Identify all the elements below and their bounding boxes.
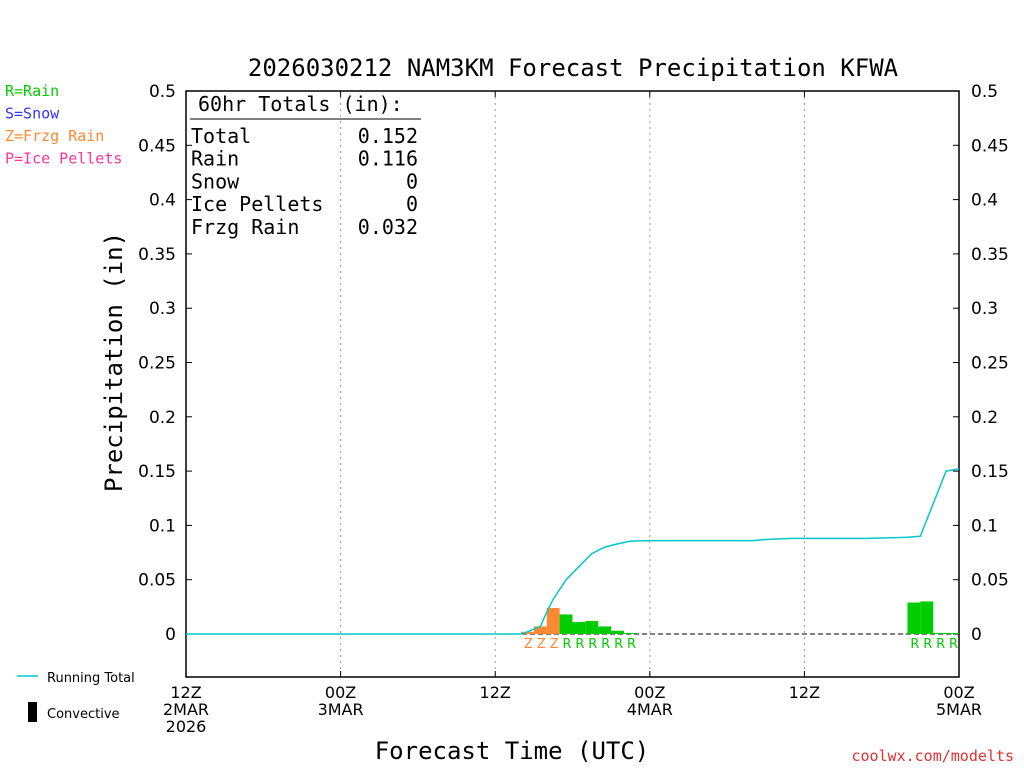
x-tick-label: 12Z	[789, 683, 820, 702]
precip-bar	[946, 632, 959, 634]
x-tick-label: 12Z	[170, 683, 201, 702]
precip-bars	[520, 601, 959, 634]
y-tick-label-left: 0.15	[138, 462, 176, 482]
type-legend-entry: Z=Frzg Rain	[5, 127, 104, 145]
precip-type-label: R	[949, 637, 958, 652]
precip-type-label: R	[627, 637, 636, 652]
precip-type-label: R	[601, 637, 610, 652]
y-tick-label-right: 0.3	[971, 299, 998, 319]
y-tick-label-left: 0.2	[149, 408, 176, 428]
precip-type-label: R	[575, 637, 584, 652]
convective-legend-swatch	[28, 702, 37, 722]
precip-bar	[520, 631, 534, 634]
y-tick-label-left: 0.25	[138, 354, 176, 374]
totals-row-value: 0.032	[358, 215, 418, 239]
y-tick-label-right: 0.35	[971, 245, 1009, 265]
convective-legend-label: Convective	[47, 707, 120, 722]
credit-text: coolwx.com/modelts	[851, 747, 1014, 765]
y-tick-label-right: 0.05	[971, 571, 1009, 591]
y-tick-label-left: 0.3	[149, 299, 176, 319]
precip-type-label: Z	[524, 637, 533, 652]
precip-bar	[585, 620, 599, 634]
precip-bar	[533, 626, 547, 634]
totals-row-label: Snow	[191, 169, 240, 193]
y-tick-label-right: 0.15	[971, 462, 1009, 482]
y-tick-label-left: 0.35	[138, 245, 176, 265]
precip-type-label: R	[588, 637, 597, 652]
x-tick-label: 00Z	[943, 683, 974, 702]
x-tick-label: 2MAR	[163, 700, 209, 719]
precip-bar	[920, 601, 934, 634]
precip-bar	[546, 607, 560, 634]
precip-type-label: R	[936, 637, 945, 652]
y-tick-label-right: 0.2	[971, 408, 998, 428]
y-tick-label-left: 0.4	[149, 191, 176, 211]
totals-row-label: Ice Pellets	[191, 192, 323, 216]
precip-bar	[559, 614, 573, 634]
totals-row-value: 0	[406, 192, 418, 216]
running-total-polyline	[186, 468, 960, 635]
chart-title: 2026030212 NAM3KM Forecast Precipitation…	[248, 54, 899, 82]
totals-row-value: 0	[406, 169, 418, 193]
x-tick-label: 3MAR	[318, 700, 364, 719]
y-tick-label-left: 0.45	[138, 136, 176, 156]
totals-row-label: Frzg Rain	[191, 215, 299, 239]
y-tick-label-right: 0.25	[971, 354, 1009, 374]
x-tick-label: 2026	[166, 717, 207, 736]
y-tick-label-right: 0.45	[971, 136, 1009, 156]
type-legend-entry: R=Rain	[5, 82, 59, 100]
type-legend: R=Rain S=Snow Z=Frzg Rain P=Ice Pellets	[5, 82, 122, 168]
y-axis-label: Precipitation (in)	[100, 232, 128, 492]
running-total-legend-label: Running Total	[47, 671, 135, 686]
totals-row-value: 0.116	[358, 147, 418, 171]
y-tick-label-left: 0.5	[149, 82, 176, 102]
precip-type-label: R	[910, 637, 919, 652]
grid-lines	[340, 91, 805, 677]
y-tick-label-left: 0.05	[138, 571, 176, 591]
x-tick-label: 00Z	[634, 683, 665, 702]
y-tick-label-right: 0.5	[971, 82, 998, 102]
x-tick-label: 4MAR	[627, 700, 673, 719]
plot-frame	[185, 90, 960, 678]
y-tick-label-right: 0.1	[971, 516, 998, 536]
precip-type-label: R	[563, 637, 572, 652]
running-total-line	[186, 468, 960, 635]
y-axis-ticks: 0 00.05 0.050.1 0.10.15 0.150.2 0.20.25 0.250.…	[138, 82, 1009, 645]
precip-bar	[624, 632, 637, 634]
x-tick-label: 5MAR	[936, 700, 982, 719]
precip-bar	[598, 626, 612, 634]
type-legend-entry: P=Ice Pellets	[5, 150, 122, 168]
precip-type-label: R	[614, 637, 623, 652]
x-axis-label: Forecast Time (UTC)	[375, 737, 650, 765]
x-tick-label: 12Z	[480, 683, 511, 702]
type-legend-entry: S=Snow	[5, 105, 60, 123]
y-tick-label-left: 0	[165, 625, 176, 645]
y-tick-label-left: 0.1	[149, 516, 176, 536]
precip-bar	[572, 622, 586, 634]
precip-bar	[907, 602, 921, 634]
x-tick-label: 00Z	[325, 683, 356, 702]
precip-type-label: R	[923, 637, 932, 652]
totals-row-value: 0.152	[358, 124, 418, 148]
totals-box: 60hr Totals (in): Total 0.152 Rain 0.116 Snow…	[190, 92, 421, 239]
precip-type-label: Z	[537, 637, 546, 652]
precip-bar	[933, 632, 947, 634]
y-tick-label-right: 0	[971, 625, 982, 645]
precip-type-label: Z	[550, 637, 559, 652]
precip-bar	[611, 630, 625, 634]
totals-row-label: Rain	[191, 147, 239, 171]
y-tick-label-right: 0.4	[971, 191, 998, 211]
totals-row-label: Total	[191, 124, 251, 148]
totals-header: 60hr Totals (in):	[198, 92, 403, 116]
